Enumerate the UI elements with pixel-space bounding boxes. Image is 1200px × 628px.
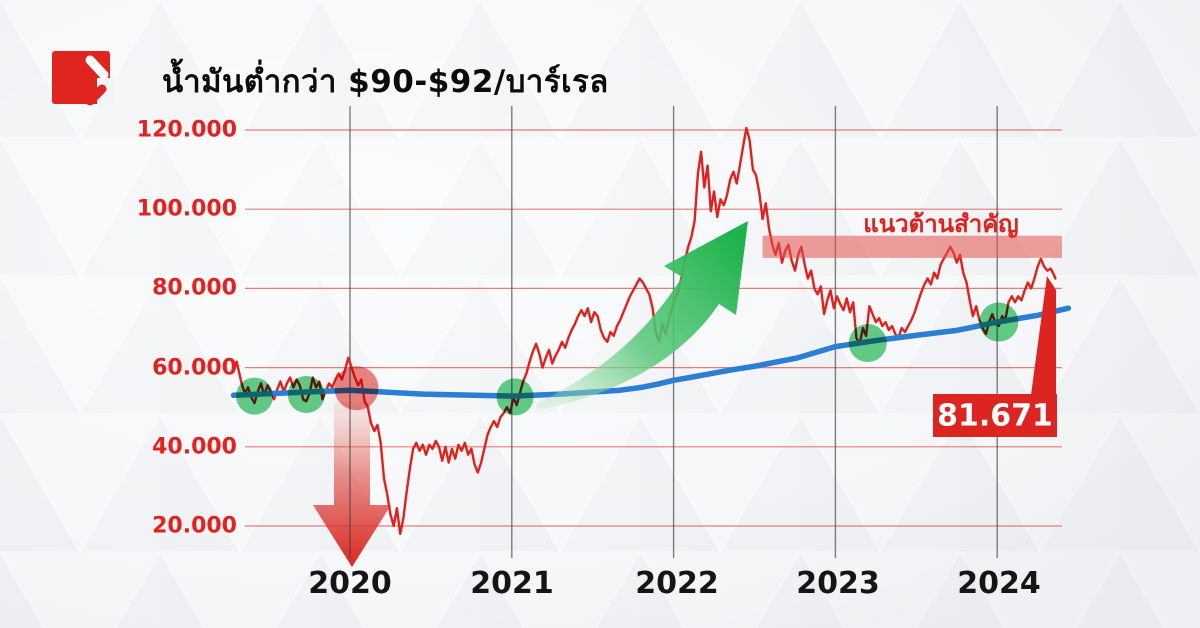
x-tick-2020: 2020: [308, 566, 392, 601]
horizontal-gridlines: [245, 129, 1062, 527]
x-axis-labels: 2020 2021 2022 2023 2024: [308, 566, 1041, 601]
y-tick-100: 100.000: [137, 197, 237, 222]
trend-touch-marker: [496, 378, 534, 416]
x-tick-2022: 2022: [635, 566, 719, 601]
last-price-value: 81.671: [937, 399, 1053, 434]
rally-up-arrow-icon: [536, 221, 748, 410]
resistance-band: [762, 235, 1062, 258]
y-tick-60: 60.000: [152, 356, 237, 381]
y-tick-80: 80.000: [152, 276, 237, 301]
header: น้ำมันต่ำกว่า $90-$92/บาร์เรล: [52, 50, 609, 108]
x-tick-2024: 2024: [957, 566, 1041, 601]
brand-logo-icon: [52, 51, 114, 108]
crash-down-arrow-icon: [313, 402, 391, 567]
y-axis-labels: 120.000 100.000 80.000 60.000 40.000 20.…: [137, 118, 237, 539]
oil-price-line: [232, 126, 1057, 536]
trend-touch-marker: [848, 324, 887, 363]
event-markers: [236, 302, 1019, 416]
y-tick-40: 40.000: [152, 435, 237, 460]
y-tick-20: 20.000: [152, 514, 237, 539]
trend-line: [230, 305, 1072, 399]
page-title: น้ำมันต่ำกว่า $90-$92/บาร์เรล: [162, 64, 609, 100]
logo-slash-bottom: [85, 84, 107, 106]
crash-marker: [334, 366, 379, 411]
x-tick-2023: 2023: [796, 566, 880, 601]
trend-touch-marker: [979, 302, 1019, 342]
y-tick-120: 120.000: [137, 118, 237, 143]
price-drop-wedge: [1031, 276, 1056, 395]
resistance-label: แนวต้านสำคัญ: [863, 210, 1018, 238]
trend-touch-marker: [236, 377, 274, 415]
last-price-box: [933, 394, 1057, 437]
trend-touch-marker: [287, 376, 325, 414]
x-tick-2021: 2021: [470, 566, 554, 601]
logo-slash-top: [85, 55, 109, 80]
